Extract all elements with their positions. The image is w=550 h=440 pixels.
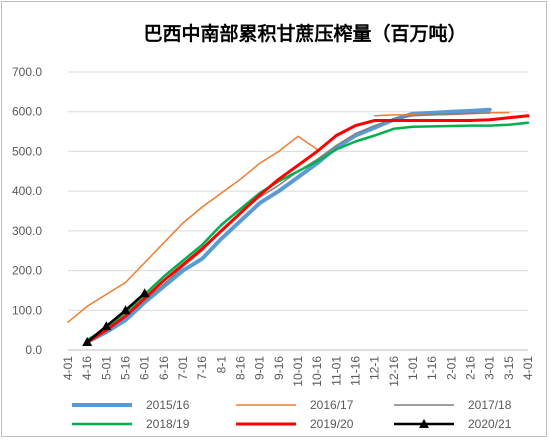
x-tick-label: 12-16	[387, 356, 401, 387]
y-tick-label: 100.0	[12, 303, 42, 317]
series-line	[85, 107, 492, 345]
x-tick-label: 12-1	[368, 356, 382, 380]
x-tick-label: 6-16	[157, 356, 171, 380]
x-tick-label: 3-15	[502, 356, 516, 380]
series-2019-20	[85, 114, 530, 344]
legend-label: 2019/20	[310, 417, 354, 431]
y-tick-label: 600.0	[12, 105, 42, 119]
x-tick-label: 1-16	[425, 356, 439, 380]
legend-marker	[419, 419, 429, 428]
legend-item: 2019/20	[236, 417, 354, 431]
x-tick-label: 1-01	[406, 356, 420, 380]
legend-item: 2016/17	[236, 398, 354, 412]
y-tick-label: 400.0	[12, 184, 42, 198]
x-tick-label: 4-01	[61, 356, 75, 380]
x-tick-label: 6-01	[138, 356, 152, 380]
legend-label: 2017/18	[468, 398, 512, 412]
series-line	[86, 112, 491, 343]
legend-item: 2020/21	[394, 417, 512, 431]
gridlines	[68, 71, 528, 311]
legend-label: 2018/19	[146, 417, 190, 431]
x-tick-label: 5-16	[119, 356, 133, 380]
legend-item: 2017/18	[394, 398, 512, 412]
series-2018-19	[85, 121, 530, 342]
legend-label: 2016/17	[310, 398, 354, 412]
series-line	[67, 135, 318, 323]
series-2017-18	[86, 112, 491, 343]
x-tick-label: 3-01	[483, 356, 497, 380]
series-2015-16	[85, 107, 492, 345]
series-2016-17	[67, 111, 510, 323]
x-tick-label: 8-16	[234, 356, 248, 380]
data-point-marker	[101, 321, 112, 331]
x-tick-label: 10-01	[291, 356, 305, 387]
series-line	[85, 291, 146, 344]
x-axis: 4-01 4-16 5-01 5-16 6-01 6-16 7-01 7-16 8-1 8-16 9…	[61, 349, 535, 387]
data-point-marker	[82, 337, 93, 347]
x-tick-label: 10-16	[310, 356, 324, 387]
y-tick-label: 300.0	[12, 224, 42, 238]
series-lines	[67, 107, 530, 347]
series-line	[85, 121, 530, 342]
series-2020-21	[82, 288, 150, 347]
x-tick-label: 4-01	[521, 356, 535, 380]
legend: 2015/16 2016/17 2017/18 2018/19 2019/20 2020/…	[72, 398, 512, 431]
legend-item: 2015/16	[72, 398, 190, 412]
x-tick-label: 11-16	[349, 356, 363, 386]
x-tick-label: 9-01	[253, 356, 267, 380]
x-tick-label: 5-01	[99, 356, 113, 380]
y-tick-label: 200.0	[12, 264, 42, 278]
x-tick-label: 8-1	[214, 356, 228, 374]
y-tick-label: 500.0	[12, 144, 42, 158]
chart-title: 巴西中南部累积甘蔗压榨量（百万吨）	[143, 22, 466, 45]
x-tick-label: 9-16	[272, 356, 286, 380]
y-axis: 0.0 100.0 200.0 300.0 400.0 500.0 600.0 700.0	[12, 65, 42, 357]
legend-label: 2015/16	[146, 398, 190, 412]
legend-label: 2020/21	[468, 417, 512, 431]
x-tick-label: 2-16	[464, 356, 478, 380]
legend-item: 2018/19	[72, 417, 190, 431]
x-tick-label: 2-01	[444, 356, 458, 380]
x-tick-label: 7-01	[176, 356, 190, 380]
data-point-marker	[139, 288, 150, 298]
x-tick-label: 7-16	[195, 356, 209, 380]
y-tick-label: 700.0	[12, 65, 42, 79]
data-point-marker	[120, 305, 131, 315]
x-tick-label: 4-16	[80, 356, 94, 380]
series-line	[85, 114, 530, 344]
y-tick-label: 0.0	[25, 343, 42, 357]
x-tick-label: 11-01	[329, 356, 343, 386]
